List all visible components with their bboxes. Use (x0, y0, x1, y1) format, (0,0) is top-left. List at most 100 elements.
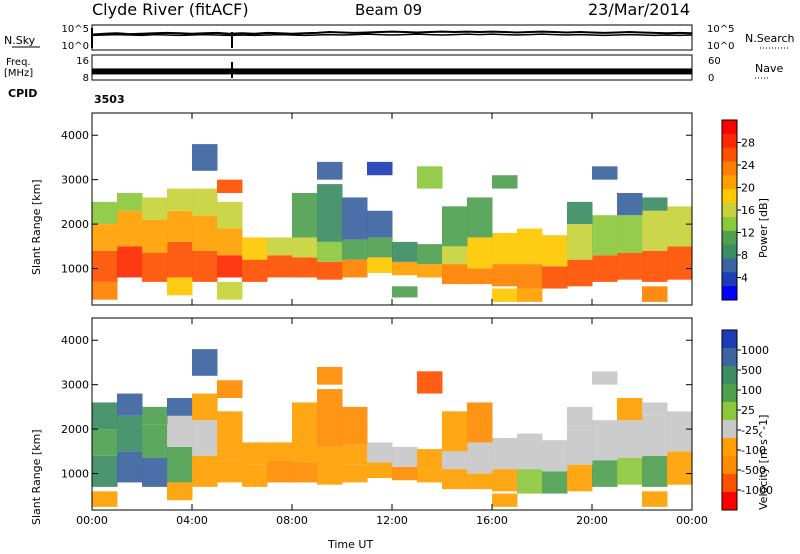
panel-power-cell (142, 197, 168, 220)
panel-power-cell (542, 235, 568, 267)
power-y-axis-title: Slant Range [km] (30, 179, 43, 275)
cb-power-swatch (722, 120, 737, 135)
panel-power-cell (167, 277, 193, 296)
panel-power-cell (642, 197, 668, 211)
panel-velocity-cell (642, 415, 668, 456)
panel-power-cell (217, 255, 243, 278)
noise-right-tick-top: 10^5 (707, 24, 734, 35)
cb-power-swatch (722, 286, 737, 301)
panel-power-cell (317, 184, 343, 242)
panel-velocity-cell (667, 411, 693, 452)
freq-tick-top: 16 (76, 56, 89, 67)
y-tick-label: 2000 (61, 423, 89, 436)
panel-power-cell (292, 257, 318, 278)
x-tick-label: 20:00 (576, 514, 608, 527)
panel-velocity-cell (392, 446, 418, 467)
panel-velocity-cell (592, 420, 618, 461)
x-tick-label: 00:00 (676, 514, 708, 527)
panel-velocity-cell (167, 415, 193, 447)
panel-power-cell (492, 288, 518, 302)
y-tick-label: 3000 (61, 379, 89, 392)
panel-power-cell (592, 255, 618, 282)
panel-power-cell (167, 210, 193, 242)
freq-label: Freq. (6, 57, 31, 68)
noise-series-1 (91, 33, 693, 37)
cb-power-tick-label: 4 (741, 272, 748, 285)
panel-power-cell (642, 286, 668, 302)
cb-velocity-swatch (722, 402, 737, 421)
panel-velocity-cell (467, 442, 493, 474)
freq-panel-frame (91, 54, 693, 81)
velocity-y-axis-title: Slant Range [km] (30, 429, 43, 525)
panel-velocity-cell (117, 415, 143, 452)
panel-power-cell (392, 241, 418, 262)
panel-power-cell (317, 241, 343, 262)
panel-velocity-cell (367, 442, 393, 463)
panel-power-cell (592, 166, 618, 180)
panel-velocity-cell (342, 406, 368, 445)
cb-power-tick-label: 12 (741, 227, 755, 240)
panel-power-cell (492, 233, 518, 265)
panel-power-cell (417, 244, 443, 265)
panel-velocity-cell (217, 460, 243, 483)
panel-power-cell (592, 215, 618, 256)
panel-velocity-cell (442, 469, 468, 490)
panel-velocity-cell (417, 449, 443, 470)
cb-velocity-tick-label: -500 (741, 464, 766, 477)
cb-power-swatch (722, 175, 737, 190)
cb-velocity-swatch (722, 492, 737, 511)
cb-velocity-tick-label: 1000 (741, 344, 769, 357)
cpid-value: 3503 (94, 93, 125, 106)
panel-power-cell (292, 237, 318, 258)
panel-velocity-cell (192, 393, 218, 421)
panel-velocity-cell (417, 469, 443, 483)
panel-power-cell (467, 237, 493, 269)
panel-power-cell (342, 239, 368, 260)
x-axis-title: Time UT (327, 538, 373, 551)
panel-velocity-cell (92, 402, 118, 430)
panel-velocity-cell (317, 466, 343, 485)
freq-tick-bottom: 8 (83, 73, 89, 84)
cb-velocity-swatch (722, 474, 737, 493)
nave-tick-bottom: 0 (708, 73, 714, 84)
panel-power-cell (92, 250, 118, 282)
panel-power-cell (642, 210, 668, 251)
cb-velocity-tick-label: 25 (741, 404, 755, 417)
panel-velocity-cell (367, 462, 393, 478)
panel-velocity-cell (442, 411, 468, 452)
panel-velocity-cell (617, 458, 643, 485)
panel-velocity-cell (317, 389, 343, 447)
panel-velocity-cell (167, 482, 193, 501)
noise-right-tick-bottom: 10^0 (707, 41, 734, 52)
panel-power-cell (217, 179, 243, 193)
cpid-label: CPID (8, 87, 37, 100)
cb-power-swatch (722, 272, 737, 287)
panel-velocity-cell (267, 442, 293, 461)
cb-velocity-swatch (722, 420, 737, 439)
panel-power-cell (242, 237, 268, 260)
panel-velocity-cell (292, 462, 318, 483)
cb-power-tick-label: 20 (741, 182, 755, 195)
panel-velocity-cell (617, 398, 643, 421)
panel-velocity-cell (117, 393, 143, 416)
x-tick-label: 08:00 (276, 514, 308, 527)
nave-tick-top: 60 (708, 56, 721, 67)
date-title: 23/Mar/2014 (588, 0, 690, 19)
panel-velocity-cell (542, 440, 568, 472)
panel-power-cell (392, 261, 418, 276)
panel-velocity-cell (267, 460, 293, 483)
cb-velocity-frame (721, 329, 738, 511)
panel-velocity-cell (342, 444, 368, 465)
panel-power-cell (167, 241, 193, 278)
panel-velocity-cell (192, 349, 218, 376)
cb-power-swatch (722, 230, 737, 246)
panel-velocity-cell (567, 429, 593, 465)
panel-power-cell (142, 253, 168, 282)
y-tick-label: 4000 (61, 334, 89, 347)
noise-tick-bottom: 10^0 (62, 41, 89, 52)
panel-velocity-cell (492, 469, 518, 492)
panel-power-cell (642, 250, 668, 282)
panel-power-cell (167, 188, 193, 211)
panel-power-cell (192, 188, 218, 216)
panel-power-cell (242, 259, 268, 282)
